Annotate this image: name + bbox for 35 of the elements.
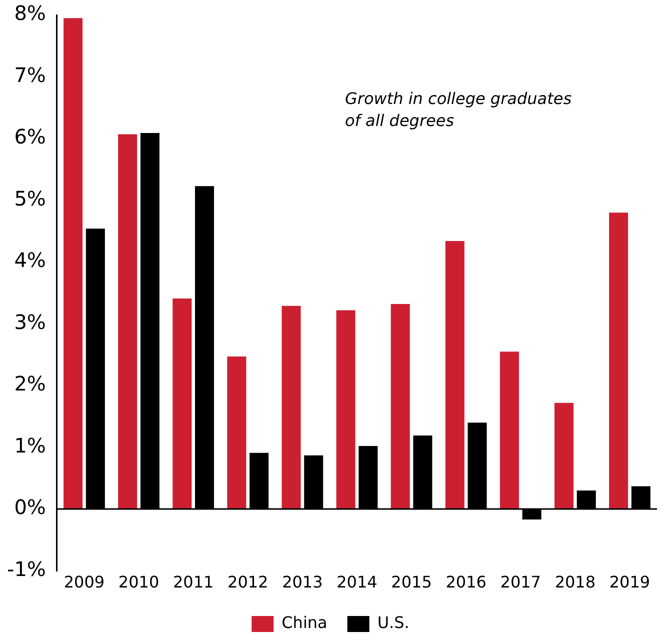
bar xyxy=(282,306,301,510)
x-tick-label: 2013 xyxy=(282,572,323,592)
bar xyxy=(336,310,356,510)
y-tick-label: 5% xyxy=(14,186,46,210)
y-tick-label: 3% xyxy=(14,310,46,334)
legend-label: China xyxy=(282,613,328,632)
x-tick-label: 2019 xyxy=(609,572,650,592)
y-tick-label: 0% xyxy=(14,495,46,520)
bar xyxy=(390,304,410,510)
bar xyxy=(64,18,83,510)
y-tick-label: 7% xyxy=(14,62,46,87)
y-tick-label: 2% xyxy=(14,372,46,396)
x-tick-label: 2010 xyxy=(118,572,160,592)
legend-label: U.S. xyxy=(377,613,410,632)
x-tick-label: 2017 xyxy=(500,572,541,592)
y-tick-label: 4% xyxy=(14,248,46,272)
x-tick-label: 2011 xyxy=(172,572,214,592)
x-tick-label: 2012 xyxy=(228,572,268,592)
annotation: Growth in college graduates of all degrees xyxy=(345,88,572,132)
bar xyxy=(554,402,574,510)
y-tick-label: -1% xyxy=(6,557,46,582)
y-tick-label: 1% xyxy=(14,433,46,458)
y-tick-label: 6% xyxy=(14,124,46,149)
bar xyxy=(227,356,246,510)
x-tick-label: 2009 xyxy=(64,572,105,592)
x-tick-label: 2016 xyxy=(446,572,486,592)
x-tick-label: 2018 xyxy=(554,572,596,592)
bar xyxy=(609,212,628,510)
bar xyxy=(118,134,138,510)
y-tick-label: 8% xyxy=(14,1,46,26)
bar xyxy=(445,241,464,510)
bar xyxy=(500,352,519,510)
bar xyxy=(172,298,192,510)
x-tick-label: 2014 xyxy=(336,572,378,592)
x-tick-label: 2015 xyxy=(391,572,432,592)
